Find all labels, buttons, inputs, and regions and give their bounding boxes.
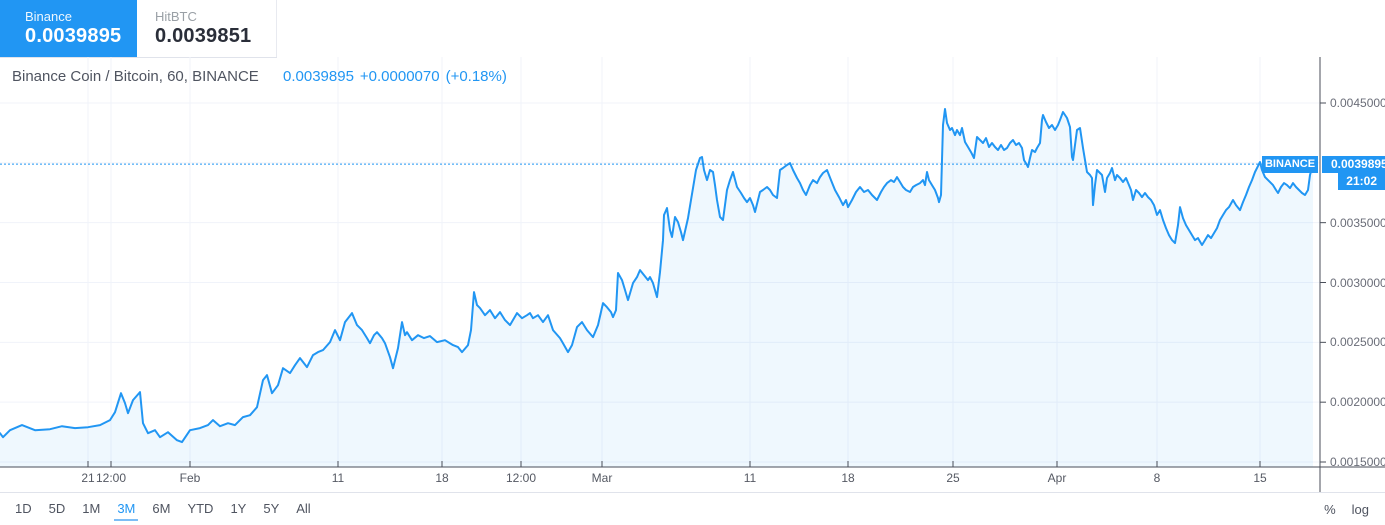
price-axis-label: 0.0025000 bbox=[1330, 335, 1385, 350]
range-button-all[interactable]: All bbox=[296, 500, 311, 516]
range-button-ytd[interactable]: YTD bbox=[187, 500, 214, 516]
tab-label: HitBTC bbox=[155, 9, 197, 24]
log-scale-button[interactable]: log bbox=[1351, 502, 1369, 517]
range-button-5d[interactable]: 5D bbox=[48, 500, 66, 516]
tab-hitbtc[interactable]: HitBTC 0.0039851 bbox=[137, 0, 277, 57]
time-axis-label: Apr bbox=[1047, 471, 1067, 485]
bottom-toolbar: 1D 5D 1M 3M 6M YTD 1Y 5Y All % log bbox=[0, 492, 1385, 525]
range-button-3m[interactable]: 3M bbox=[114, 499, 139, 521]
range-button-1y[interactable]: 1Y bbox=[230, 500, 247, 516]
price-line bbox=[0, 108, 1314, 444]
price-chart-plot[interactable] bbox=[0, 57, 1385, 492]
range-button-1m[interactable]: 1M bbox=[82, 500, 101, 516]
chart-legend: Binance Coin / Bitcoin, 60, BINANCE 0.00… bbox=[12, 68, 507, 88]
last-update-time-badge: 21:02 bbox=[1338, 172, 1385, 190]
time-axis-label: Feb bbox=[179, 471, 201, 485]
last-price-source-badge: BINANCE bbox=[1262, 155, 1318, 173]
time-axis-label: 8 bbox=[1153, 471, 1161, 485]
time-axis-label: 12:00 bbox=[95, 471, 127, 485]
tab-price-value: 0.0039895 bbox=[25, 25, 122, 47]
scale-buttons: % log bbox=[1308, 502, 1385, 517]
time-axis-label: 15 bbox=[1253, 471, 1267, 485]
date-range-buttons: 1D 5D 1M 3M 6M YTD 1Y 5Y All bbox=[0, 499, 325, 521]
last-price: 0.0039895 bbox=[283, 68, 354, 85]
tab-price-value: 0.0039851 bbox=[155, 25, 252, 47]
time-axis-label: 11 bbox=[331, 471, 345, 485]
price-axis-label: 0.0045000 bbox=[1330, 96, 1385, 110]
range-button-6m[interactable]: 6M bbox=[152, 500, 171, 516]
time-axis-label: 12:00 bbox=[505, 471, 537, 485]
tab-binance[interactable]: Binance 0.0039895 bbox=[0, 0, 137, 57]
price-axis-label: 0.0015000 bbox=[1330, 455, 1385, 469]
last-price-badge: 0.0039895 bbox=[1322, 155, 1385, 173]
time-axis-label: 18 bbox=[435, 471, 449, 485]
price-change: +0.0000070 bbox=[359, 68, 440, 85]
price-axis-label: 0.0035000 bbox=[1330, 215, 1385, 230]
price-axis-label: 0.0020000 bbox=[1330, 395, 1385, 410]
symbol-title: Binance Coin / Bitcoin, 60, BINANCE bbox=[12, 68, 259, 85]
time-axis-label: 21 bbox=[81, 471, 95, 485]
time-axis-label: Mar bbox=[591, 471, 613, 485]
price-change-percent: (+0.18%) bbox=[445, 68, 507, 85]
time-axis-label: 11 bbox=[743, 471, 757, 485]
percent-scale-button[interactable]: % bbox=[1324, 502, 1336, 517]
quote-readout: 0.0039895 +0.0000070 (+0.18%) bbox=[283, 68, 513, 85]
time-axis-label: 25 bbox=[946, 471, 960, 485]
price-area-fill bbox=[0, 109, 1313, 467]
exchange-tabs: Binance 0.0039895 HitBTC 0.0039851 bbox=[0, 0, 277, 58]
tab-label: Binance bbox=[25, 9, 72, 24]
time-axis-label: 18 bbox=[841, 471, 855, 485]
range-button-5y[interactable]: 5Y bbox=[263, 500, 280, 516]
range-button-1d[interactable]: 1D bbox=[15, 500, 32, 516]
price-axis-label: 0.0030000 bbox=[1330, 275, 1385, 290]
